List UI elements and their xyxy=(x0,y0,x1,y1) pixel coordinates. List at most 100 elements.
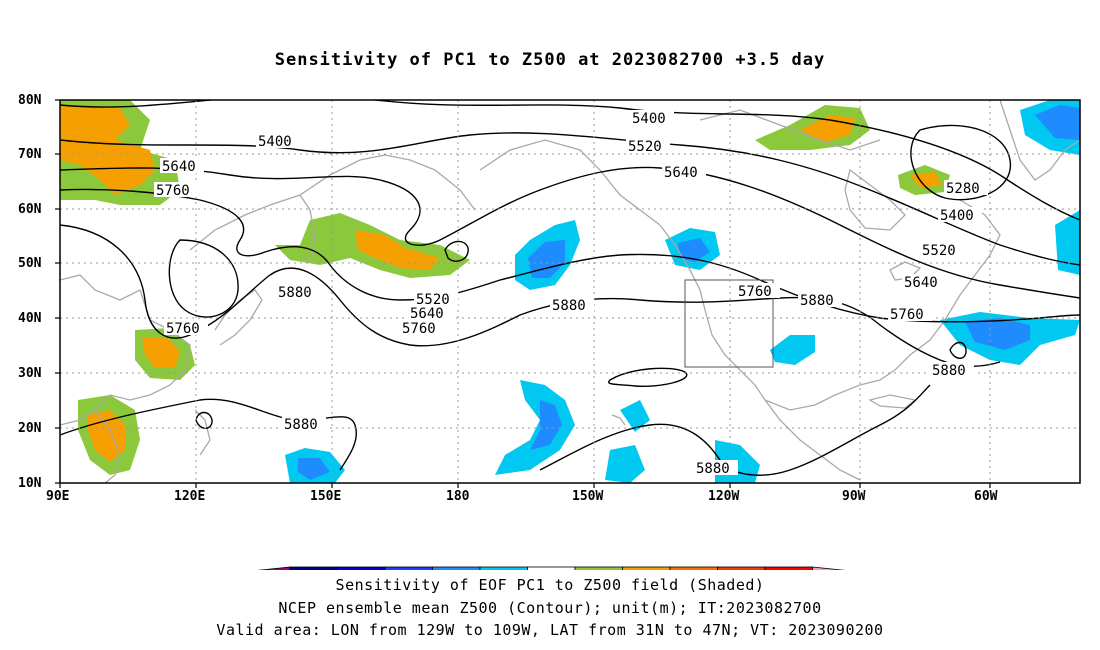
contour-label: 5640 xyxy=(902,274,946,291)
contour-label: 5760 xyxy=(888,306,932,323)
svg-text:5880: 5880 xyxy=(278,285,312,301)
shade-neg-east-pacific xyxy=(495,380,575,475)
contour-label: 5760 xyxy=(736,283,780,300)
shade-neg-bc-core xyxy=(678,238,710,262)
lat-label: 60N xyxy=(18,202,42,217)
contour-label: 5760 xyxy=(400,320,444,337)
coast-hudson-bay xyxy=(844,168,906,231)
colorbar-cell xyxy=(717,566,766,570)
colorbar-cell xyxy=(432,566,481,570)
contour-label: 5880 xyxy=(282,416,326,433)
contour-label: 5280 xyxy=(944,180,988,197)
shade-neg-hawaii xyxy=(620,400,650,432)
contour-small-high-philippines xyxy=(195,411,213,429)
lat-axis: 80N 70N 60N 50N 40N 30N 20N 10N xyxy=(18,93,60,491)
contour-label: 5880 xyxy=(550,297,594,314)
colorbar-cell xyxy=(289,566,338,570)
svg-text:5880: 5880 xyxy=(284,417,318,433)
svg-text:5880: 5880 xyxy=(696,461,730,477)
coast-arctic-islands xyxy=(699,109,881,151)
coast-philippines xyxy=(194,409,211,456)
shade-neg-mexico xyxy=(770,335,815,365)
lat-label: 40N xyxy=(18,311,42,326)
colorbar-cell xyxy=(479,566,528,570)
svg-text:5520: 5520 xyxy=(416,292,450,308)
lat-label: 30N xyxy=(18,366,42,381)
contour-label: 5760 xyxy=(164,320,208,337)
shade-neg-central-pacific-core xyxy=(298,458,330,480)
svg-text:5520: 5520 xyxy=(628,139,662,155)
coast-russia-far-east xyxy=(189,154,476,251)
contour-small-low xyxy=(444,240,469,262)
contour-label: 5640 xyxy=(408,305,452,322)
lat-label: 80N xyxy=(18,93,42,108)
lon-label: 180 xyxy=(446,489,470,504)
coast-great-lakes xyxy=(889,261,922,281)
contour-label: 5520 xyxy=(920,242,964,259)
colorbar-cell xyxy=(384,566,433,570)
svg-text:5880: 5880 xyxy=(552,298,586,314)
svg-text:5400: 5400 xyxy=(940,208,974,224)
lon-label: 90E xyxy=(46,489,69,504)
svg-text:5760: 5760 xyxy=(402,321,436,337)
colorbar-cell xyxy=(622,566,671,570)
lat-label: 70N xyxy=(18,147,42,162)
contour-5880-subtropical xyxy=(60,398,357,471)
svg-text:5880: 5880 xyxy=(800,293,834,309)
footer-contour-caption: NCEP ensemble mean Z500 (Contour); unit(… xyxy=(278,599,822,617)
lon-label: 120W xyxy=(708,489,739,504)
lon-label: 90W xyxy=(842,489,866,504)
footer-shading-caption: Sensitivity of EOF PC1 to Z500 field (Sh… xyxy=(335,576,765,594)
contour-label: 5880 xyxy=(930,362,974,379)
contour-5880-east-pacific xyxy=(539,384,931,476)
colorbar-cell xyxy=(764,566,813,570)
svg-text:5760: 5760 xyxy=(156,183,190,199)
coast-central-america xyxy=(764,399,861,481)
contour-label: 5880 xyxy=(694,460,738,477)
lon-axis: 90E 120E 150E 180 150W 120W 90W 60W xyxy=(46,483,998,504)
map-frame xyxy=(59,99,1081,484)
colorbar-cell xyxy=(337,566,386,570)
svg-text:5760: 5760 xyxy=(166,321,200,337)
lon-label: 150E xyxy=(310,489,341,504)
contour-label: 5760 xyxy=(154,182,198,199)
contour-low-ne-canada xyxy=(910,124,1011,201)
colorbar-cell xyxy=(574,566,623,570)
shade-neg-atlantic-north xyxy=(1055,210,1080,275)
lat-label: 10N xyxy=(18,476,42,491)
coast-gulf-mexico xyxy=(764,339,931,411)
contour-labels: 5400 5640 5760 5400 5520 5640 5280 5400 … xyxy=(154,110,988,477)
colorbar-arrow-right xyxy=(812,566,846,570)
map-title: Sensitivity of PC1 to Z500 at 2023082700… xyxy=(274,50,826,70)
lon-label: 150W xyxy=(572,489,603,504)
contour-5880-west xyxy=(60,224,1001,367)
positive-sensitivity-shading xyxy=(60,100,950,475)
svg-text:5760: 5760 xyxy=(890,307,924,323)
colorbar-cell xyxy=(527,566,576,570)
coast-kamchatka xyxy=(299,194,316,263)
lon-label: 60W xyxy=(974,489,998,504)
colorbar: -0.9-0.8-0.7-0.6-0.5-0.420.420.50.60.70.… xyxy=(257,566,846,570)
contour-label: 5400 xyxy=(630,110,674,127)
contour-low-east-asia xyxy=(168,239,239,318)
colorbar-arrow-left xyxy=(257,566,291,570)
svg-text:5880: 5880 xyxy=(932,363,966,379)
svg-text:5640: 5640 xyxy=(410,306,444,322)
coast-cuba xyxy=(868,394,917,409)
svg-text:5280: 5280 xyxy=(946,181,980,197)
shade-pos-southchina-core xyxy=(142,338,180,368)
shade-neg-greenland-core xyxy=(1035,105,1080,140)
contour-arctic-1 xyxy=(60,100,1080,221)
shade-neg-atlantic-core xyxy=(965,318,1030,350)
colorbar-cell xyxy=(669,566,718,570)
contour-label: 5640 xyxy=(160,158,204,175)
shade-neg-east-pacific-core xyxy=(530,400,562,450)
shade-neg-gulf-alaska-core xyxy=(528,240,565,278)
lat-label: 20N xyxy=(18,421,42,436)
svg-text:5400: 5400 xyxy=(258,134,292,150)
svg-text:5400: 5400 xyxy=(632,111,666,127)
lon-label: 120E xyxy=(174,489,205,504)
contour-5640-west xyxy=(60,166,1080,299)
svg-text:5760: 5760 xyxy=(738,284,772,300)
lat-label: 50N xyxy=(18,256,42,271)
